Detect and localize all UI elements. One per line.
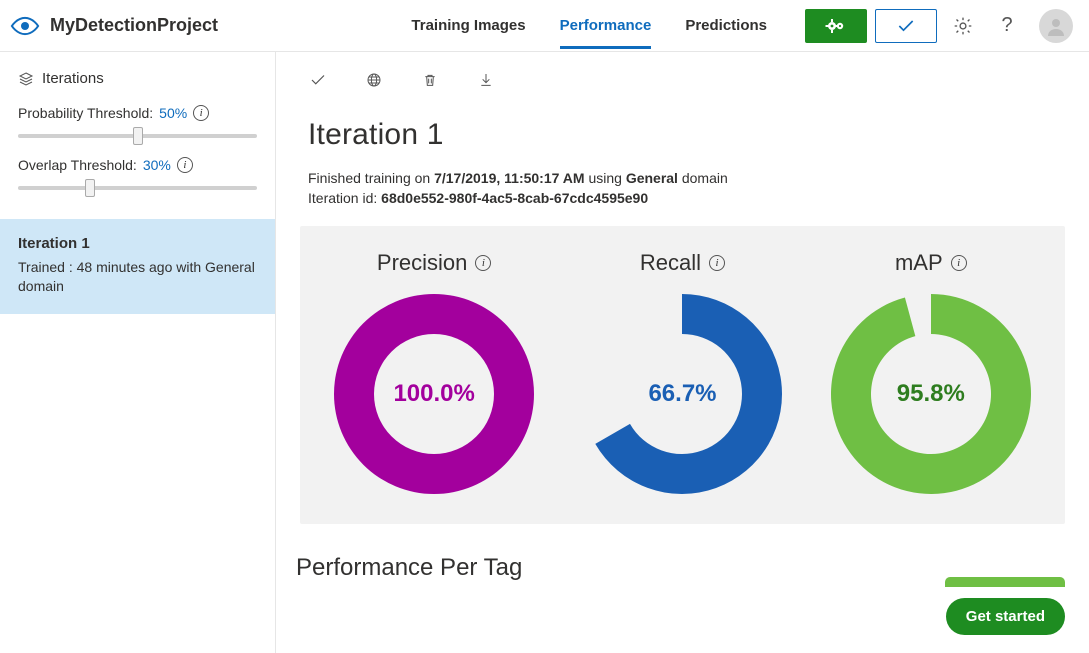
precision-metric: Precision i 100.0% bbox=[310, 250, 558, 494]
overlap-threshold-slider[interactable] bbox=[18, 179, 257, 197]
user-avatar[interactable] bbox=[1039, 9, 1073, 43]
settings-button[interactable] bbox=[945, 8, 981, 44]
map-label: mAP bbox=[895, 250, 943, 276]
export-tool[interactable] bbox=[476, 70, 496, 90]
get-started-button[interactable]: Get started bbox=[946, 598, 1065, 635]
nav-tabs: Training Images Performance Predictions bbox=[411, 3, 767, 49]
gears-icon bbox=[824, 17, 848, 35]
iterations-heading: Iterations bbox=[42, 70, 104, 87]
overlap-threshold-label: Overlap Threshold: bbox=[18, 157, 137, 173]
info-icon[interactable]: i bbox=[709, 255, 725, 271]
info-icon[interactable]: i bbox=[193, 105, 209, 121]
recall-value: 66.7% bbox=[582, 294, 782, 494]
hint-bar-peek bbox=[945, 577, 1065, 587]
delete-tool[interactable] bbox=[420, 70, 440, 90]
info-icon[interactable]: i bbox=[177, 157, 193, 173]
map-metric: mAP i 95.8% bbox=[807, 250, 1055, 494]
check-icon bbox=[896, 16, 916, 36]
iteration-item-title: Iteration 1 bbox=[18, 235, 257, 252]
recall-label: Recall bbox=[640, 250, 701, 276]
precision-label: Precision bbox=[377, 250, 467, 276]
help-button[interactable]: ? bbox=[989, 8, 1025, 44]
tab-training-images[interactable]: Training Images bbox=[411, 3, 525, 49]
iteration-id-line: Iteration id: 68d0e552-980f-4ac5-8cab-67… bbox=[308, 190, 1089, 206]
iteration-item[interactable]: Iteration 1 Trained : 48 minutes ago wit… bbox=[0, 219, 275, 314]
tab-predictions[interactable]: Predictions bbox=[685, 3, 767, 49]
train-button[interactable] bbox=[805, 9, 867, 43]
precision-value: 100.0% bbox=[334, 294, 534, 494]
prob-threshold-value: 50% bbox=[159, 105, 187, 121]
map-value: 95.8% bbox=[831, 294, 1031, 494]
select-default-tool[interactable] bbox=[308, 70, 328, 90]
layers-icon bbox=[18, 71, 34, 87]
prob-threshold-slider[interactable] bbox=[18, 127, 257, 145]
iteration-item-subtitle: Trained : 48 minutes ago with General do… bbox=[18, 258, 257, 296]
info-icon[interactable]: i bbox=[951, 255, 967, 271]
page-title: Iteration 1 bbox=[308, 118, 1089, 152]
metrics-panel: Precision i 100.0% Recall i 66.7% bbox=[300, 226, 1065, 524]
sidebar: Iterations Probability Threshold: 50% i … bbox=[0, 52, 276, 653]
question-icon: ? bbox=[1001, 14, 1012, 37]
recall-metric: Recall i 66.7% bbox=[558, 250, 806, 494]
info-icon[interactable]: i bbox=[475, 255, 491, 271]
training-finished-line: Finished training on 7/17/2019, 11:50:17… bbox=[308, 170, 1089, 186]
prob-threshold-label: Probability Threshold: bbox=[18, 105, 153, 121]
main-content: Iteration 1 Finished training on 7/17/20… bbox=[276, 52, 1089, 653]
eye-logo-icon bbox=[10, 11, 40, 41]
gear-icon bbox=[953, 16, 973, 36]
project-name: MyDetectionProject bbox=[50, 15, 218, 36]
tab-performance[interactable]: Performance bbox=[560, 3, 652, 49]
quick-test-button[interactable] bbox=[875, 9, 937, 43]
user-icon bbox=[1044, 14, 1068, 38]
publish-tool[interactable] bbox=[364, 70, 384, 90]
overlap-threshold-value: 30% bbox=[143, 157, 171, 173]
